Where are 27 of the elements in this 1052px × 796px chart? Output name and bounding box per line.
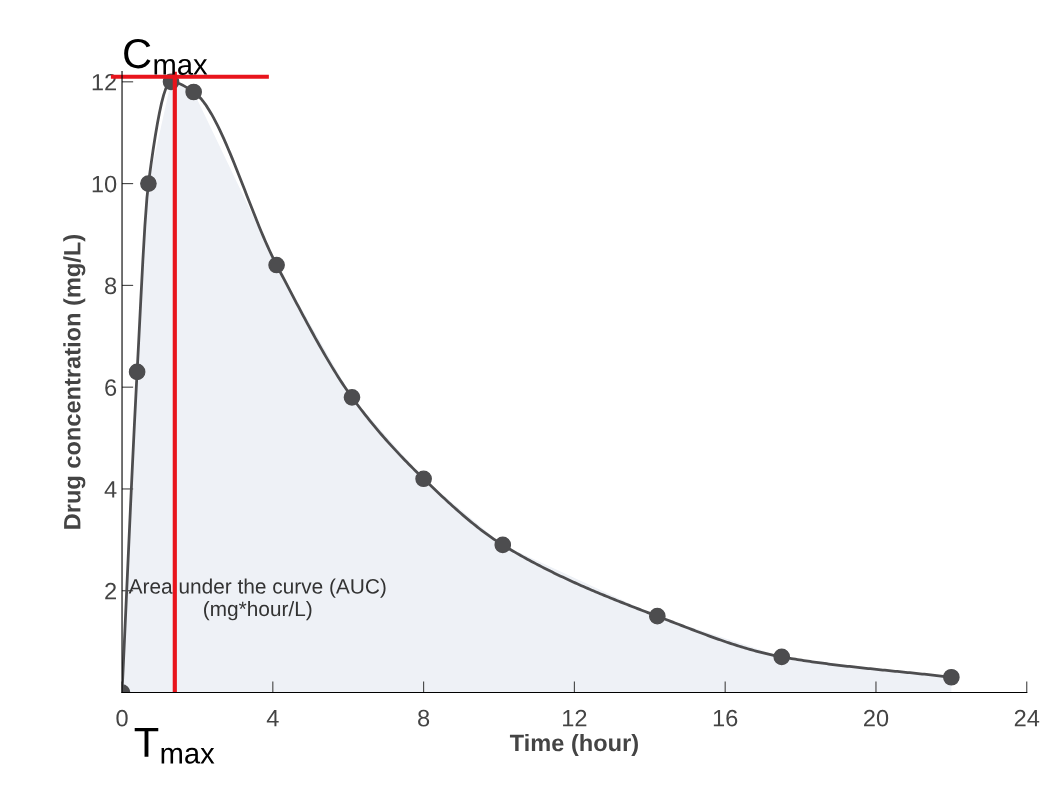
x-tick-label: 0 <box>116 709 128 727</box>
annotation: Area under the curve (AUC) (mg*hour/L) <box>128 578 386 621</box>
point <box>128 363 146 381</box>
x-tick-label: 4 <box>266 710 279 727</box>
point <box>415 470 432 488</box>
y-tick-label: 10 <box>92 175 117 193</box>
x-tick-label: 24 <box>1014 709 1040 727</box>
y-tick-label: 8 <box>105 277 117 295</box>
y-axis-title: Drug concentration (mg/L) <box>63 235 86 529</box>
y-tick-label: 4 <box>104 481 117 498</box>
point <box>648 607 666 625</box>
x-tick-label: 8 <box>418 709 430 727</box>
point <box>773 648 791 666</box>
x-axis-title: Time (hour) <box>509 733 638 756</box>
x-tick-label: 20 <box>864 709 889 727</box>
ref-line-label: T$_{max}$ <box>134 728 215 764</box>
x-tick-label: 12 <box>563 709 587 727</box>
point <box>268 256 285 274</box>
ref-line-label: C$_{max}$ <box>124 38 208 75</box>
y-tick-label: 2 <box>105 582 116 600</box>
y-tick-label: 6 <box>105 379 117 396</box>
x-tick-label: 16 <box>713 709 738 727</box>
point <box>140 175 157 192</box>
point <box>494 536 512 554</box>
point <box>343 389 361 406</box>
point <box>943 668 960 686</box>
point <box>185 83 202 101</box>
